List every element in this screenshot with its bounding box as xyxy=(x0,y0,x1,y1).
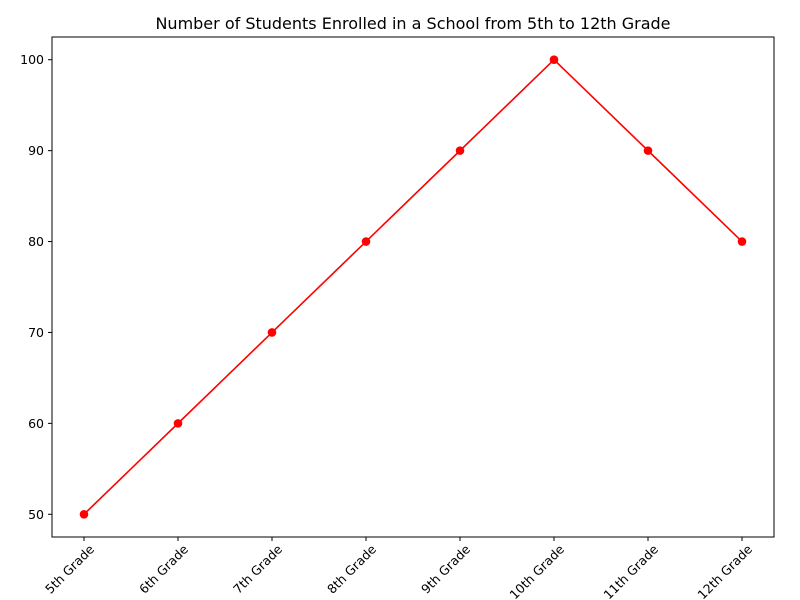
data-point-12th-grade xyxy=(737,237,747,246)
x-tick-label: 11th Grade xyxy=(600,541,661,600)
x-tick-label: 12th Grade xyxy=(694,541,755,600)
plot-area-frame xyxy=(51,36,775,538)
y-tick-label: 70 xyxy=(28,325,44,340)
data-point-7th-grade xyxy=(267,328,277,337)
x-tick-label: 10th Grade xyxy=(506,541,567,600)
y-tick-label: 90 xyxy=(28,143,44,158)
data-point-11th-grade xyxy=(643,146,653,155)
series-layer xyxy=(79,55,747,519)
series-line xyxy=(83,58,743,515)
x-tick-label: 8th Grade xyxy=(324,541,379,596)
y-axis: 50 60 70 80 90 100 xyxy=(20,52,52,522)
data-point-5th-grade xyxy=(79,509,89,519)
data-point-6th-grade xyxy=(173,419,183,428)
x-tick-label: 6th Grade xyxy=(136,541,191,596)
y-tick-label: 80 xyxy=(28,234,44,249)
x-axis: 5th Grade 6th Grade 7th Grade 8th Grade 9th … xyxy=(42,537,755,600)
chart-title: Number of Students Enrolled in a School … xyxy=(155,14,670,33)
data-point-9th-grade xyxy=(455,146,465,155)
x-tick-label: 5th Grade xyxy=(42,541,97,596)
y-tick-label: 100 xyxy=(20,52,44,67)
data-point-10th-grade xyxy=(549,55,559,65)
x-tick-label: 9th Grade xyxy=(418,541,473,596)
y-tick-label: 50 xyxy=(28,507,44,522)
data-point-8th-grade xyxy=(361,237,371,246)
y-tick-label: 60 xyxy=(28,416,44,431)
x-tick-label: 7th Grade xyxy=(230,541,285,596)
